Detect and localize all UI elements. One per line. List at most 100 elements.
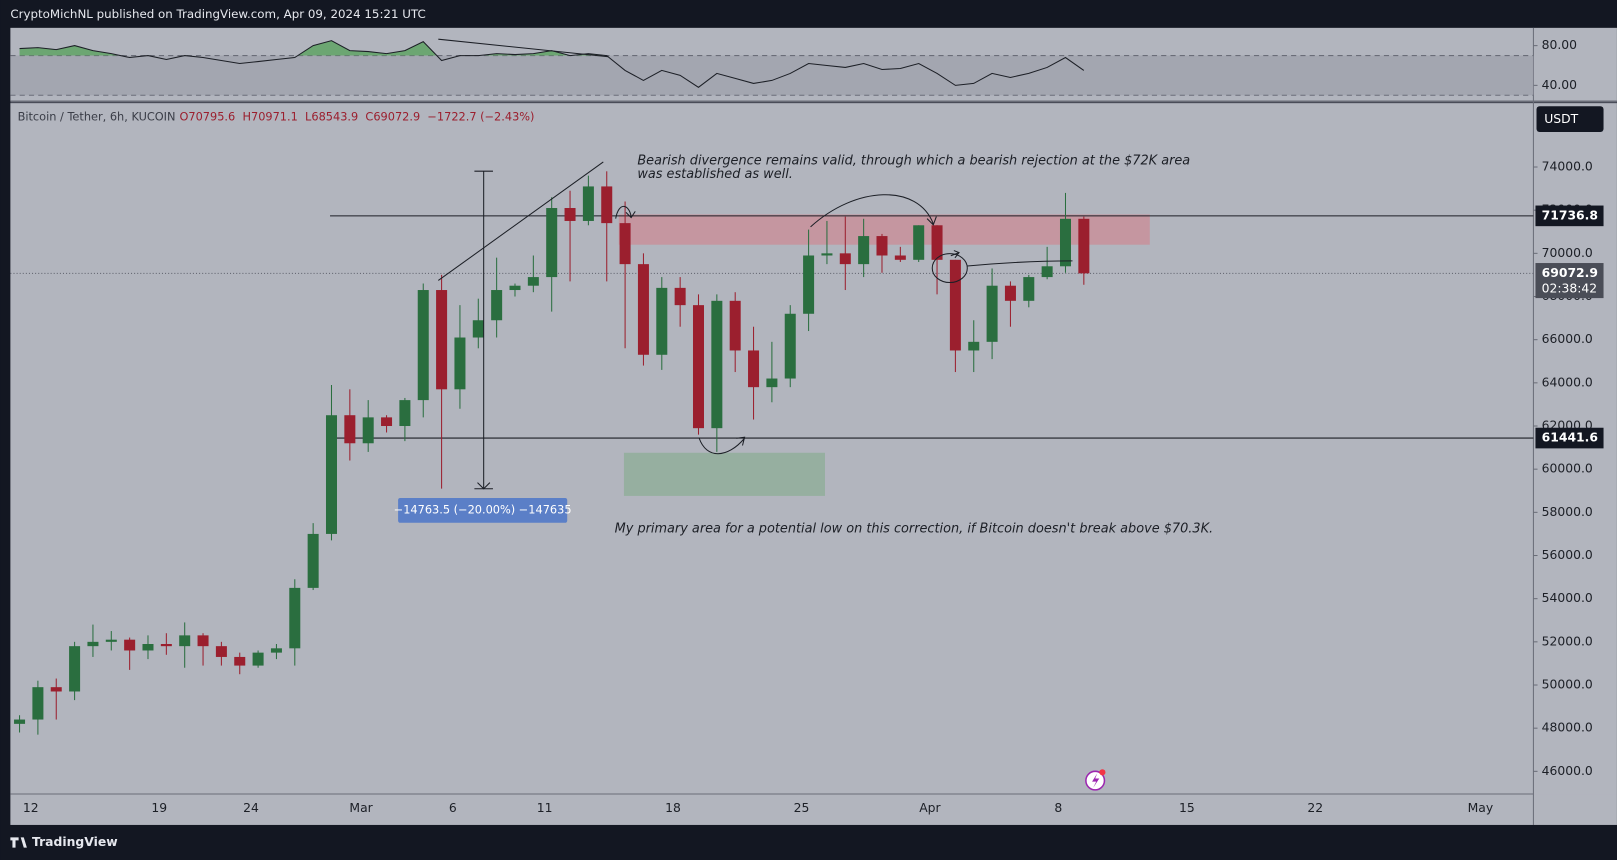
y-tick-label: 58000.0 bbox=[1542, 505, 1593, 519]
annotation: My primary area for a potential low on t… bbox=[615, 521, 1213, 536]
countdown: 02:38:42 bbox=[1542, 281, 1598, 295]
measure-label: −14763.5 (−20.00%) −147635 bbox=[394, 502, 572, 516]
candle-body bbox=[399, 400, 411, 427]
candle-body bbox=[803, 255, 815, 314]
candle-body bbox=[436, 290, 448, 390]
candle-body bbox=[876, 236, 888, 256]
price-pane bbox=[10, 103, 1617, 795]
y-tick-label: 74000.0 bbox=[1542, 160, 1593, 174]
candle-body bbox=[270, 648, 282, 653]
candle-body bbox=[729, 300, 741, 351]
time-axis bbox=[10, 794, 1617, 825]
currency-button[interactable] bbox=[1536, 106, 1604, 132]
candle-body bbox=[894, 255, 906, 260]
x-tick-label: 8 bbox=[1054, 801, 1062, 815]
candle-body bbox=[491, 290, 503, 321]
y-tick-label: 52000.0 bbox=[1542, 634, 1593, 648]
candle-body bbox=[307, 533, 319, 588]
x-tick-label: 25 bbox=[794, 801, 810, 815]
candle-body bbox=[417, 290, 429, 401]
candle-body bbox=[472, 320, 484, 338]
measure-label-box bbox=[398, 498, 568, 523]
measure-arrow bbox=[477, 482, 491, 490]
candle-body bbox=[949, 259, 961, 351]
candle-body bbox=[344, 415, 356, 444]
candle-body bbox=[105, 639, 117, 642]
candle-body bbox=[1041, 266, 1053, 278]
candle-body bbox=[711, 300, 723, 429]
y-tick-label: 70000.0 bbox=[1542, 246, 1593, 260]
candle-body bbox=[454, 337, 466, 390]
candle-body bbox=[784, 313, 796, 379]
y-tick-label: 66000.0 bbox=[1542, 332, 1593, 346]
level-label: 61441.6 bbox=[1542, 431, 1598, 445]
ohlc-value: −1722.7 (−2.43%) bbox=[427, 110, 534, 124]
candle-body bbox=[381, 417, 393, 427]
last-price-label: 69072.9 bbox=[1542, 266, 1598, 280]
candle-body bbox=[142, 643, 154, 651]
rsi-overbought-fill bbox=[19, 40, 607, 56]
zone bbox=[623, 452, 825, 496]
candle-body bbox=[766, 378, 778, 388]
y-tick-label: 46000.0 bbox=[1542, 764, 1593, 778]
candle-body bbox=[1004, 285, 1016, 301]
ohlc-legend: O70795.6 H70971.1 L68543.9 C69072.9 −1722.7 … bbox=[179, 110, 534, 124]
candle-body bbox=[656, 287, 668, 355]
candle-body bbox=[87, 641, 99, 647]
bounce-arrow bbox=[698, 436, 746, 455]
currency-label[interactable]: USDT bbox=[1544, 112, 1578, 126]
candle-body bbox=[674, 287, 686, 306]
candle-body bbox=[69, 646, 81, 692]
candle-body bbox=[1078, 218, 1090, 274]
ohlc-value: H70971.1 bbox=[242, 110, 297, 124]
x-tick-label: 18 bbox=[665, 801, 681, 815]
y-tick-label: 56000.0 bbox=[1542, 548, 1593, 562]
plot: 46000.0 48000.0 50000.0 52000.0 54000.0 56000… bbox=[10, 38, 1604, 815]
footer-logo bbox=[10, 837, 27, 848]
candle-body bbox=[215, 646, 227, 657]
candle-body bbox=[748, 350, 760, 388]
level-label: 71736.8 bbox=[1542, 208, 1598, 222]
x-tick-label: 19 bbox=[151, 801, 167, 815]
annotation: was established as well. bbox=[637, 167, 793, 182]
candle-body bbox=[362, 417, 374, 444]
candle-body bbox=[546, 208, 558, 278]
header: CryptoMichNL published on TradingView.co… bbox=[10, 7, 425, 21]
ohlc-value: C69072.9 bbox=[365, 110, 420, 124]
rejection-arrow bbox=[615, 205, 636, 219]
x-tick-label: 22 bbox=[1307, 801, 1323, 815]
drawings bbox=[438, 38, 1073, 490]
candle-body bbox=[197, 635, 209, 647]
alert-icon-bolt bbox=[1092, 773, 1100, 788]
candle-body bbox=[1059, 218, 1071, 267]
candle-body bbox=[252, 652, 264, 666]
x-tick-label: 15 bbox=[1179, 801, 1195, 815]
level-box bbox=[1535, 427, 1604, 449]
candle-body bbox=[325, 415, 337, 534]
circle bbox=[931, 253, 968, 284]
rsi-divergence-line bbox=[438, 38, 609, 58]
candle-body bbox=[839, 253, 851, 265]
candle-body bbox=[931, 225, 943, 260]
candle-body bbox=[582, 186, 594, 221]
candle-body bbox=[1023, 277, 1035, 301]
x-tick-label: May bbox=[1468, 801, 1494, 815]
candle-body bbox=[637, 264, 649, 355]
candle-body bbox=[986, 285, 998, 342]
candle-body bbox=[124, 639, 136, 651]
ohlc-value: L68543.9 bbox=[305, 110, 358, 124]
symbol-legend: Bitcoin / Tether, 6h, KUCOIN bbox=[18, 110, 176, 124]
rsi-band bbox=[10, 55, 1534, 96]
candle-body bbox=[858, 236, 870, 265]
candle-body bbox=[968, 341, 980, 351]
level-box bbox=[1535, 205, 1604, 227]
candle-body bbox=[32, 687, 44, 720]
y-tick-label: 50000.0 bbox=[1542, 678, 1593, 692]
candle-body bbox=[913, 225, 925, 260]
arc-arrow bbox=[810, 194, 937, 228]
y-tick-label: 60000.0 bbox=[1542, 462, 1593, 476]
annotation: Bearish divergence remains valid, throug… bbox=[637, 153, 1190, 168]
y-tick-label: 64000.0 bbox=[1542, 375, 1593, 389]
candle-body bbox=[14, 719, 26, 724]
